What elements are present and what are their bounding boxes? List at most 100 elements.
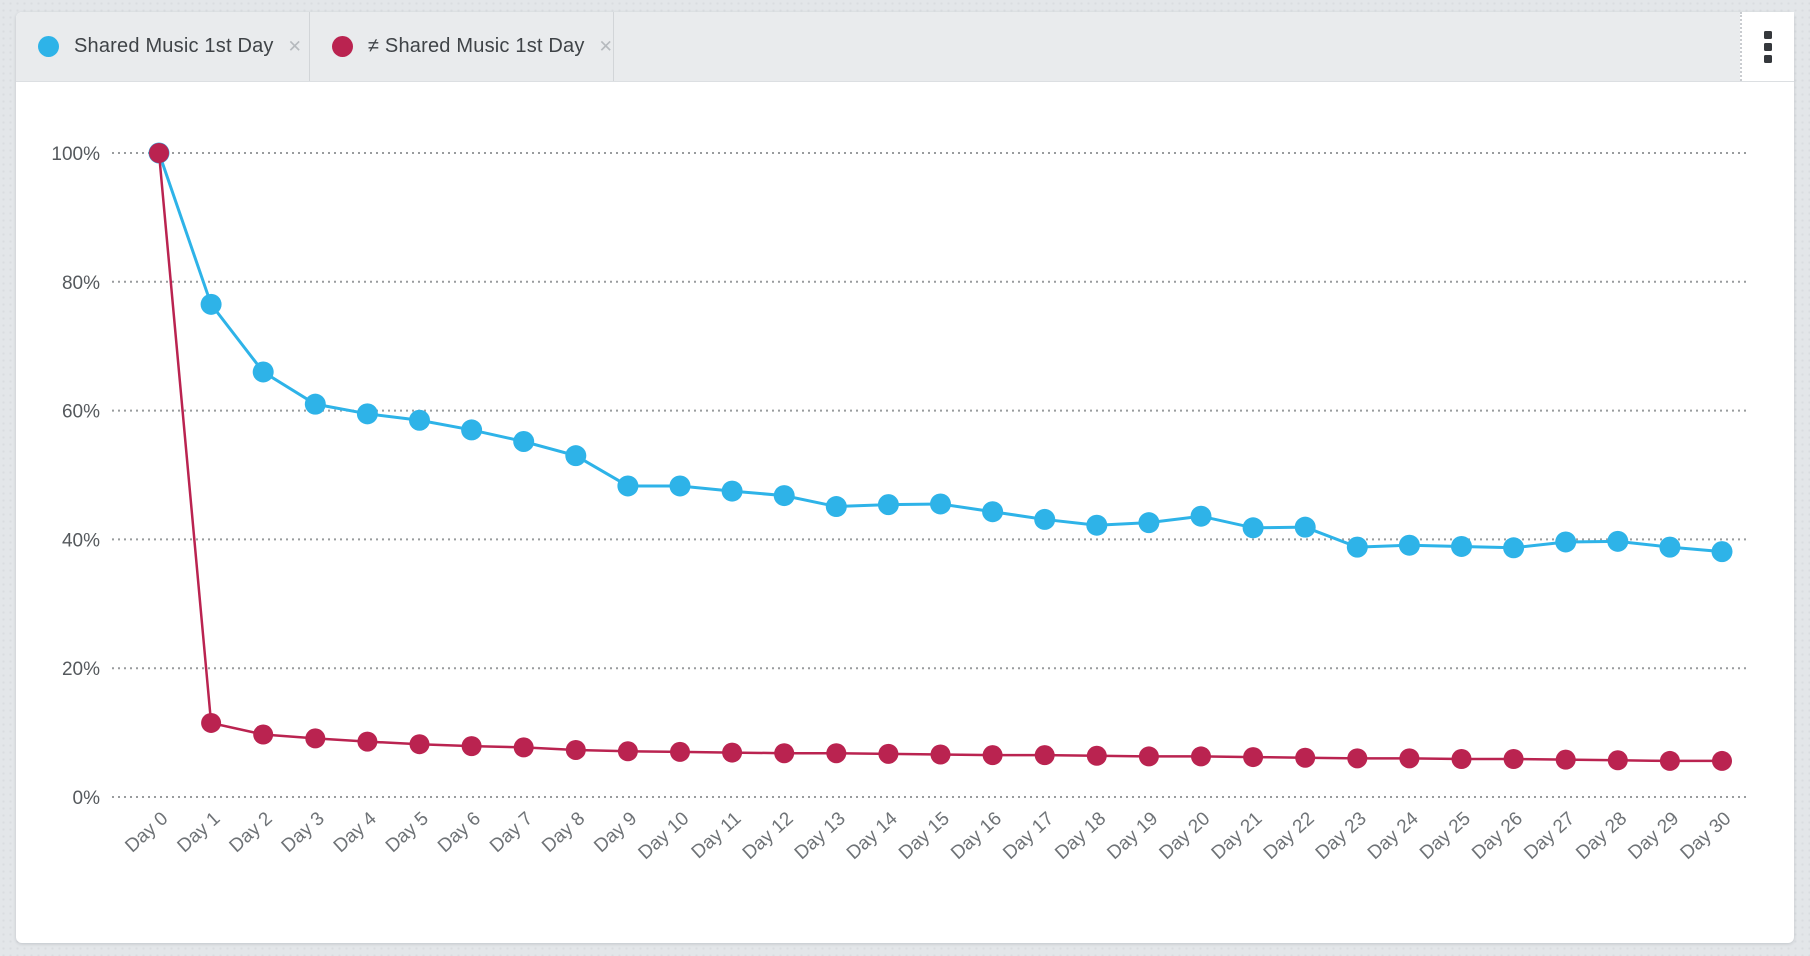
x-axis-tick-label: Day 30 bbox=[1677, 808, 1736, 864]
x-axis-tick-label: Day 11 bbox=[688, 808, 746, 863]
data-point[interactable] bbox=[409, 409, 430, 431]
data-point[interactable] bbox=[1347, 748, 1368, 769]
kebab-menu-icon bbox=[1764, 54, 1772, 63]
data-point[interactable] bbox=[1295, 747, 1316, 768]
data-point[interactable] bbox=[617, 475, 639, 497]
series-line bbox=[157, 152, 1723, 554]
x-axis-tick-label: Day 15 bbox=[895, 808, 954, 864]
x-axis-tick-label: Day 25 bbox=[1416, 808, 1475, 864]
data-point[interactable] bbox=[1711, 541, 1733, 563]
data-point[interactable] bbox=[201, 712, 222, 733]
data-point[interactable] bbox=[409, 734, 430, 755]
data-point[interactable] bbox=[1191, 746, 1211, 767]
data-point[interactable] bbox=[669, 475, 691, 497]
x-axis-tick-label: Day 24 bbox=[1364, 808, 1423, 864]
legend-tab-shared-music[interactable]: Shared Music 1st Day ✕ bbox=[16, 12, 310, 81]
data-point[interactable] bbox=[1398, 534, 1420, 556]
kebab-menu-icon bbox=[1764, 30, 1772, 39]
data-point[interactable] bbox=[1659, 750, 1680, 771]
y-axis-tick-label: 0% bbox=[73, 788, 101, 809]
data-point[interactable] bbox=[617, 741, 638, 762]
x-axis-tick-label: Day 8 bbox=[538, 808, 589, 857]
close-icon[interactable]: ✕ bbox=[598, 37, 613, 56]
x-axis-tick-label: Day 21 bbox=[1208, 808, 1267, 864]
data-point[interactable] bbox=[565, 445, 587, 467]
x-axis-tick-label: Day 19 bbox=[1103, 808, 1162, 864]
data-point[interactable] bbox=[461, 419, 483, 441]
retention-chart-area: 100% 80% 60% 40% 20% 0% Day 0 Day 1 Day 2 Day 3 Da… bbox=[16, 82, 1794, 943]
data-point[interactable] bbox=[1138, 746, 1159, 767]
chart-options-button[interactable] bbox=[1740, 12, 1794, 81]
data-point[interactable] bbox=[1086, 745, 1107, 766]
data-point[interactable] bbox=[1659, 536, 1681, 558]
data-point[interactable] bbox=[1555, 749, 1576, 770]
data-point[interactable] bbox=[565, 739, 586, 760]
data-point[interactable] bbox=[1346, 536, 1368, 558]
data-point[interactable] bbox=[1451, 749, 1472, 770]
data-point[interactable] bbox=[1607, 530, 1629, 552]
series-color-dot-blue bbox=[38, 36, 59, 57]
data-point[interactable] bbox=[149, 143, 169, 163]
data-point[interactable] bbox=[930, 493, 951, 515]
data-point[interactable] bbox=[253, 724, 274, 745]
data-point[interactable] bbox=[930, 744, 951, 765]
data-point[interactable] bbox=[722, 742, 743, 763]
x-axis-tick-label: Day 3 bbox=[278, 808, 329, 857]
data-point[interactable] bbox=[304, 393, 326, 415]
data-point[interactable] bbox=[305, 728, 326, 749]
x-axis-tick-label: Day 7 bbox=[486, 808, 537, 857]
data-point[interactable] bbox=[1243, 747, 1264, 768]
x-axis-tick-label: Day 17 bbox=[999, 808, 1058, 864]
data-point[interactable] bbox=[1034, 745, 1055, 766]
data-point[interactable] bbox=[357, 731, 378, 752]
series-line bbox=[157, 152, 1722, 763]
data-point[interactable] bbox=[1607, 750, 1628, 771]
data-point[interactable] bbox=[1138, 512, 1160, 534]
data-point[interactable] bbox=[1086, 514, 1108, 536]
data-point[interactable] bbox=[252, 361, 274, 383]
x-axis-tick-label: Day 9 bbox=[590, 808, 641, 857]
data-point[interactable] bbox=[774, 743, 795, 764]
data-point[interactable] bbox=[773, 485, 795, 507]
tabbar-empty-area bbox=[614, 12, 1740, 81]
data-point[interactable] bbox=[825, 496, 847, 518]
series-color-dot-crimson bbox=[332, 36, 353, 57]
x-axis-tick-label: Day 1 bbox=[174, 808, 225, 857]
data-point[interactable] bbox=[1451, 535, 1472, 557]
close-icon[interactable]: ✕ bbox=[287, 37, 302, 56]
data-point[interactable] bbox=[1294, 516, 1316, 538]
data-point[interactable] bbox=[1503, 537, 1525, 559]
x-axis-tick-label: Day 14 bbox=[843, 808, 902, 864]
data-point[interactable] bbox=[877, 494, 899, 516]
x-axis-tick-label: Day 20 bbox=[1156, 808, 1215, 864]
data-point[interactable] bbox=[670, 741, 690, 762]
kebab-menu-icon bbox=[1764, 42, 1772, 51]
data-point[interactable] bbox=[1555, 531, 1577, 553]
data-point[interactable] bbox=[878, 743, 899, 764]
data-point[interactable] bbox=[513, 737, 534, 758]
data-point[interactable] bbox=[461, 736, 482, 757]
data-point[interactable] bbox=[1034, 508, 1056, 530]
data-point[interactable] bbox=[200, 293, 222, 315]
data-point[interactable] bbox=[1503, 749, 1524, 770]
data-point[interactable] bbox=[721, 480, 743, 502]
x-axis-tick-label: Day 0 bbox=[121, 808, 172, 857]
data-point[interactable] bbox=[1190, 505, 1212, 527]
x-axis-tick-label: Day 28 bbox=[1572, 808, 1631, 864]
legend-tab-label: ≠ Shared Music 1st Day bbox=[368, 35, 585, 57]
data-point[interactable] bbox=[356, 403, 378, 425]
legend-tab-label: Shared Music 1st Day bbox=[74, 35, 274, 57]
chart-panel: Shared Music 1st Day ✕ ≠ Shared Music 1s… bbox=[16, 12, 1794, 943]
data-point[interactable] bbox=[1712, 750, 1732, 771]
data-point[interactable] bbox=[513, 431, 535, 453]
data-point[interactable] bbox=[982, 501, 1004, 523]
x-axis-tick-label: Day 29 bbox=[1624, 808, 1683, 864]
data-point[interactable] bbox=[1242, 517, 1264, 539]
x-axis-tick-label: Day 5 bbox=[382, 808, 433, 857]
data-point[interactable] bbox=[1399, 748, 1420, 769]
data-point[interactable] bbox=[826, 743, 847, 764]
retention-line-chart[interactable]: 100%80%60%40%20%0%Day 0 Day 1 Day 2 Day 3 Da… bbox=[16, 82, 1794, 943]
legend-tab-not-shared-music[interactable]: ≠ Shared Music 1st Day ✕ bbox=[310, 12, 614, 81]
data-point[interactable] bbox=[982, 745, 1003, 766]
x-axis-tick-label: Day 16 bbox=[947, 808, 1006, 864]
